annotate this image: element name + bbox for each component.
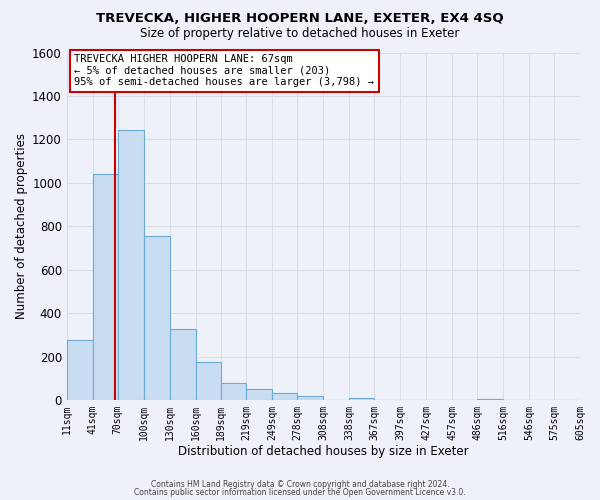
Y-axis label: Number of detached properties: Number of detached properties — [15, 134, 28, 320]
Bar — [67, 340, 92, 400]
Text: Size of property relative to detached houses in Exeter: Size of property relative to detached ho… — [140, 28, 460, 40]
Bar — [272, 392, 298, 400]
Text: Contains public sector information licensed under the Open Government Licence v3: Contains public sector information licen… — [134, 488, 466, 497]
Bar — [118, 130, 143, 400]
Bar — [196, 362, 221, 400]
Bar — [170, 328, 196, 400]
X-axis label: Distribution of detached houses by size in Exeter: Distribution of detached houses by size … — [178, 444, 469, 458]
Text: Contains HM Land Registry data © Crown copyright and database right 2024.: Contains HM Land Registry data © Crown c… — [151, 480, 449, 489]
Bar — [92, 174, 118, 400]
Bar — [221, 383, 247, 400]
Bar — [247, 390, 272, 400]
Bar — [143, 236, 170, 400]
Bar — [349, 398, 374, 400]
Text: TREVECKA HIGHER HOOPERN LANE: 67sqm
← 5% of detached houses are smaller (203)
95: TREVECKA HIGHER HOOPERN LANE: 67sqm ← 5%… — [74, 54, 374, 88]
Bar — [477, 399, 503, 400]
Bar — [298, 396, 323, 400]
Text: TREVECKA, HIGHER HOOPERN LANE, EXETER, EX4 4SQ: TREVECKA, HIGHER HOOPERN LANE, EXETER, E… — [96, 12, 504, 26]
